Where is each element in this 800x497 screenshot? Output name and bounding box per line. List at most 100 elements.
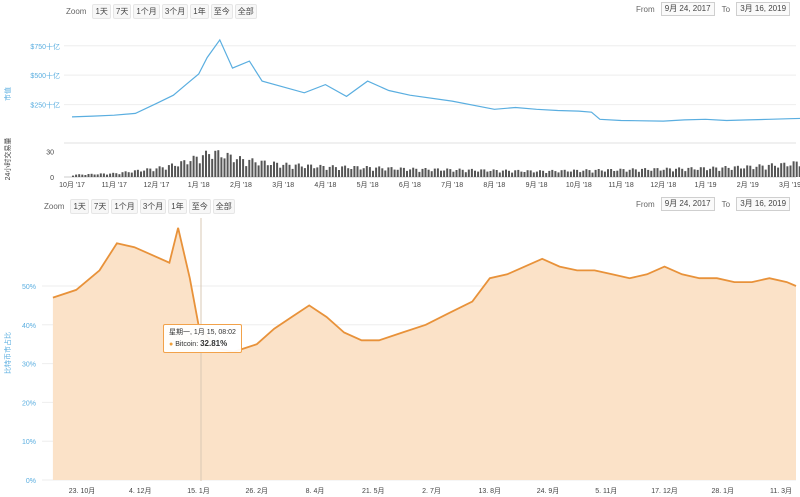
volume-bar (319, 164, 322, 177)
market-cap-line (71, 38, 800, 122)
volume-bar (619, 168, 622, 177)
volume-bar (418, 171, 421, 177)
volume-bar (223, 158, 226, 177)
volume-bar (600, 170, 603, 177)
volume-bar (124, 171, 127, 177)
volume-bar (112, 172, 115, 177)
volume-bar (483, 169, 486, 177)
volume-bar (390, 167, 393, 177)
volume-bar (755, 166, 758, 177)
top-to-input[interactable]: 3月 16, 2019 (736, 2, 791, 16)
volume-bar (764, 169, 767, 177)
top-zoom-label: Zoom (66, 7, 87, 16)
top-range-selector: From 9月 24, 2017 To 3月 16, 2019 (636, 2, 797, 16)
volume-bar (189, 161, 192, 177)
volume-bar (668, 168, 671, 177)
volume-bar (591, 172, 594, 177)
volume-bar (789, 165, 792, 177)
volume-bar (712, 166, 715, 177)
volume-bar (393, 169, 396, 177)
volume-bar (217, 150, 220, 177)
volume-y-tick-label: 0 (50, 175, 54, 182)
top-zoom-1d-button[interactable]: 1天 (92, 4, 111, 19)
volume-bar (721, 167, 724, 177)
bottom-zoom-ytd-button[interactable]: 至今 (188, 199, 211, 214)
volume-bar (149, 168, 152, 177)
volume-bar (396, 169, 399, 177)
dominance-line (52, 227, 797, 353)
volume-bar (186, 164, 189, 177)
volume-bar (603, 171, 606, 177)
volume-bar (90, 173, 93, 177)
volume-bar (297, 163, 300, 177)
top-zoom-all-button[interactable]: 全部 (234, 4, 257, 19)
bottom-zoom-1y-button[interactable]: 1年 (168, 199, 187, 214)
volume-bar (421, 168, 424, 177)
volume-bar (610, 169, 613, 177)
bottom-zoom-label: Zoom (44, 202, 65, 211)
volume-bar (659, 170, 662, 177)
volume-bar (579, 172, 582, 177)
dominance-area (52, 227, 796, 480)
volume-bar (554, 171, 557, 177)
volume-bar (334, 167, 337, 177)
market-cap-x-tick-label: 11月 '17 (102, 181, 127, 189)
volume-bar (121, 172, 124, 177)
volume-bar (133, 170, 136, 177)
top-zoom-1y-button[interactable]: 1年 (190, 4, 209, 19)
dominance-x-tick-label: 23. 10月 (69, 487, 95, 495)
top-zoom-3m-button[interactable]: 3个月 (161, 4, 189, 19)
volume-bar (681, 168, 684, 177)
dominance-chart: 0% 10% 20% 30% 40% 50% 比特币市占比 23. 10月 4. 12月 15… (3, 218, 797, 495)
volume-bar (257, 165, 260, 177)
volume-bar (706, 170, 708, 177)
bottom-zoom-1d-button[interactable]: 1天 (70, 199, 89, 214)
volume-bar (631, 168, 634, 177)
top-from-input[interactable]: 9月 24, 2017 (660, 2, 715, 16)
volume-bar (362, 168, 365, 177)
volume-bar (195, 156, 198, 177)
volume-bar (430, 171, 433, 177)
tooltip-value: 32.81% (200, 339, 228, 348)
volume-bar (106, 174, 108, 177)
market-cap-x-tick-label: 2月 '19 (737, 181, 759, 189)
top-zoom-7d-button[interactable]: 7天 (112, 4, 132, 19)
volume-bar (84, 175, 87, 177)
volume-bar (539, 170, 541, 177)
bottom-to-input[interactable]: 3月 16, 2019 (736, 197, 791, 211)
volume-bar (452, 171, 455, 177)
market-cap-y-tick-label: $750十亿 (30, 42, 60, 51)
volume-y-tick-label: 30 (46, 150, 54, 157)
top-zoom-ytd-button[interactable]: 至今 (210, 4, 233, 19)
dominance-x-tick-label: 26. 2月 (245, 487, 268, 495)
volume-bar (251, 158, 254, 177)
volume-bar (115, 173, 118, 177)
bottom-zoom-1m-button[interactable]: 1个月 (111, 199, 138, 214)
volume-bar (746, 165, 749, 177)
top-zoom-1m-button[interactable]: 1个月 (133, 4, 160, 19)
dominance-y-tick-label: 0% (26, 478, 36, 485)
volume-bar (282, 164, 285, 177)
volume-bar (118, 174, 121, 177)
volume-bar (523, 172, 526, 177)
volume-bar (260, 160, 263, 177)
bottom-zoom-bar: Zoom 1天 7天 1个月 3个月 1年 至今 全部 (44, 199, 237, 214)
volume-bar (461, 169, 464, 177)
volume-bar (198, 163, 201, 177)
volume-bar (310, 164, 313, 177)
market-cap-x-tick-label: 10月 '17 (59, 181, 85, 189)
volume-bar (616, 170, 619, 177)
bottom-zoom-3m-button[interactable]: 3个月 (139, 199, 167, 214)
market-cap-x-tick-label: 9月 '18 (526, 181, 548, 189)
dominance-x-tick-label: 5. 11月 (595, 487, 617, 495)
volume-bar (551, 169, 554, 177)
tooltip-series: Bitcoin: (175, 341, 199, 348)
volume-bar (535, 171, 538, 177)
bottom-from-input[interactable]: 9月 24, 2017 (660, 197, 715, 211)
volume-bar (229, 154, 232, 177)
volume-bar (96, 174, 99, 177)
volume-bar (273, 161, 275, 177)
bottom-zoom-all-button[interactable]: 全部 (212, 199, 235, 214)
bottom-zoom-7d-button[interactable]: 7天 (90, 199, 110, 214)
volume-bar (338, 170, 340, 177)
